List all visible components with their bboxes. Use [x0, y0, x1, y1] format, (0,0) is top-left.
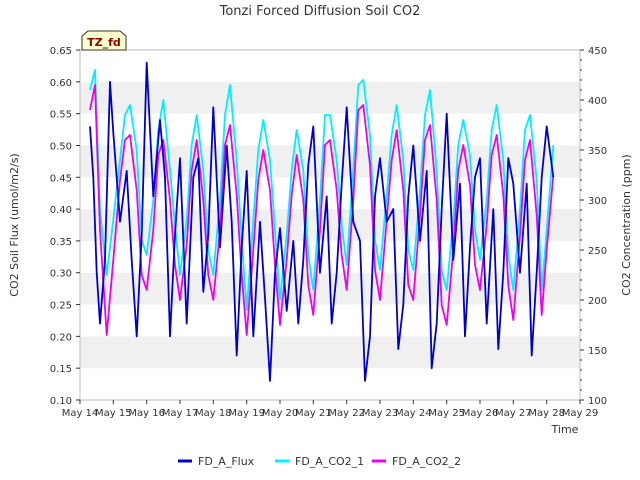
plot-frame — [79, 49, 581, 401]
y-left-tick-label: 0.45 — [50, 173, 72, 184]
series-line-fd-a-flux — [89, 61, 555, 382]
series-line-fd-a-co2-1 — [89, 69, 555, 311]
y-right-tick-label: 150 — [588, 346, 607, 357]
left-axis: 0.10 0.15 0.20 0.25 0.30 0.35 0.40 0.45 0.50 0.55… — [50, 46, 80, 407]
y-axis-left-label: CO2 Soil Flux (umol/m2/s) — [8, 153, 21, 296]
x-tick-label: May 17 — [162, 408, 199, 419]
y-right-tick-label: 450 — [588, 46, 607, 57]
x-tick-label: May 16 — [128, 408, 165, 419]
site-badge: TZ_fd — [81, 30, 127, 51]
series-line-fd-a-co2-2 — [89, 84, 555, 336]
legend-label: FD_A_CO2_2 — [392, 455, 461, 468]
y-left-tick-label: 0.65 — [50, 46, 72, 57]
grid-band — [80, 81, 580, 114]
x-tick-label: May 15 — [95, 408, 132, 419]
y-right-tick-label: 350 — [588, 146, 607, 157]
x-tick-label: May 26 — [462, 408, 499, 419]
grid-band — [80, 336, 580, 369]
y-left-tick-label: 0.30 — [50, 269, 72, 280]
series-layer — [89, 61, 555, 382]
x-tick-label: May 29 — [562, 408, 599, 419]
x-tick-label: May 27 — [495, 408, 532, 419]
legend-label: FD_A_Flux — [198, 455, 255, 468]
y-left-tick-label: 0.60 — [50, 78, 72, 89]
y-left-tick-label: 0.40 — [50, 205, 72, 216]
x-axis-label: Time — [551, 423, 579, 436]
x-tick-label: May 18 — [195, 408, 232, 419]
legend: FD_A_Flux FD_A_CO2_1 FD_A_CO2_2 — [178, 455, 461, 468]
y-right-tick-label: 200 — [588, 296, 607, 307]
x-tick-label: May 20 — [262, 408, 299, 419]
y-left-tick-label: 0.10 — [50, 396, 72, 407]
site-badge-label: TZ_fd — [87, 36, 121, 49]
y-left-tick-label: 0.55 — [50, 110, 72, 121]
y-right-tick-label: 300 — [588, 196, 607, 207]
y-left-tick-label: 0.25 — [50, 301, 72, 312]
legend-label: FD_A_CO2_1 — [295, 455, 364, 468]
grid-band — [80, 209, 580, 241]
x-tick-label: May 22 — [328, 408, 365, 419]
y-right-tick-label: 100 — [588, 396, 607, 407]
y-left-tick-label: 0.20 — [50, 332, 72, 343]
y-left-tick-label: 0.35 — [50, 237, 72, 248]
x-tick-label: May 28 — [528, 408, 565, 419]
y-right-tick-label: 250 — [588, 246, 607, 257]
x-tick-label: May 21 — [295, 408, 332, 419]
y-left-tick-label: 0.50 — [50, 141, 72, 152]
x-tick-label: May 24 — [395, 408, 432, 419]
y-right-tick-label: 400 — [588, 96, 607, 107]
chart-title: Tonzi Forced Diffusion Soil CO2 — [219, 4, 421, 19]
x-tick-label: May 19 — [228, 408, 265, 419]
x-tick-label: May 25 — [428, 408, 465, 419]
x-tick-label: May 23 — [362, 408, 399, 419]
y-left-tick-label: 0.15 — [50, 364, 72, 375]
right-axis: 100 150 200 250 300 350 400 450 — [580, 46, 607, 407]
y-axis-right-label: CO2 Concentration (ppm) — [620, 154, 633, 295]
x-tick-label: May 14 — [62, 408, 99, 419]
